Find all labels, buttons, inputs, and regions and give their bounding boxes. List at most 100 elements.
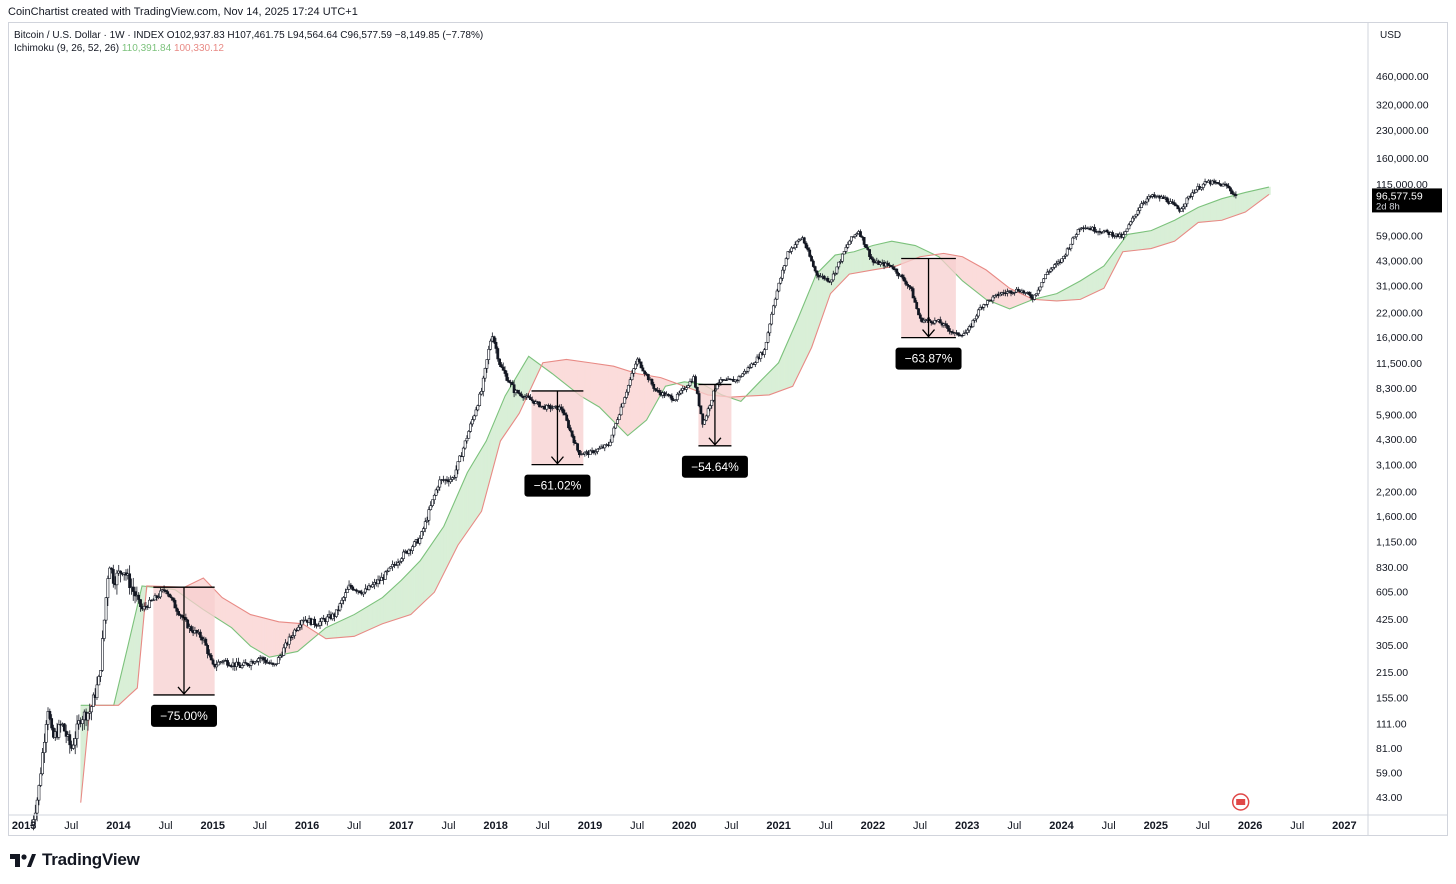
candle-body xyxy=(565,414,569,421)
candle-body xyxy=(530,399,534,402)
candle-body xyxy=(1105,229,1109,233)
candle-body xyxy=(976,309,980,317)
candle-body xyxy=(320,618,324,622)
candle-body xyxy=(973,318,977,321)
candle-body xyxy=(900,274,904,278)
candle-body xyxy=(206,645,210,654)
candle-body xyxy=(363,588,367,593)
candle-body xyxy=(779,277,783,284)
candle-body xyxy=(815,270,819,276)
brand-name: TradingView xyxy=(42,850,140,869)
candle-body xyxy=(289,636,293,639)
candle-body xyxy=(68,734,72,746)
candle-body xyxy=(576,443,579,451)
candle-body xyxy=(657,390,661,393)
candle-body xyxy=(911,288,915,299)
candle-body xyxy=(1183,203,1187,208)
candle-body xyxy=(922,319,926,323)
candle-body xyxy=(1131,217,1134,223)
price-tick-label: 8,300.00 xyxy=(1376,383,1417,395)
ichimoku-legend[interactable]: Ichimoku (9, 26, 52, 26) 110,391.84 100,… xyxy=(14,43,224,54)
candle-body xyxy=(529,397,532,400)
candle-body xyxy=(275,663,278,665)
candle-body xyxy=(597,447,601,450)
time-tick-label: 2017 xyxy=(389,820,413,832)
candle-body xyxy=(175,607,179,612)
candle-body xyxy=(864,244,868,248)
drawdown-label: −61.02% xyxy=(534,479,582,493)
candle-body xyxy=(548,405,552,409)
currency-label[interactable]: USD xyxy=(1380,30,1402,41)
candle-body xyxy=(670,395,674,401)
candle-body xyxy=(411,546,414,551)
candle-body xyxy=(679,390,683,394)
candle-body xyxy=(813,266,817,272)
candle-body xyxy=(1171,201,1174,203)
candle-body xyxy=(777,282,781,292)
candle-body xyxy=(1145,198,1149,203)
candle-body xyxy=(1065,248,1069,256)
candle-body xyxy=(209,654,213,661)
candle-body xyxy=(298,624,302,628)
candle-body xyxy=(1038,286,1042,291)
candle-body xyxy=(862,237,866,245)
candle-body xyxy=(91,694,95,707)
candle-body xyxy=(184,617,188,621)
candle-body xyxy=(654,388,657,391)
candle-body xyxy=(454,469,458,478)
candle-body xyxy=(550,407,554,410)
candle-body xyxy=(39,773,43,786)
candle-body xyxy=(101,638,104,671)
candle-body xyxy=(344,592,347,598)
candle-body xyxy=(383,571,387,580)
candle-body xyxy=(478,393,482,406)
candle-body xyxy=(131,586,135,592)
candle-body xyxy=(904,280,908,285)
time-tick-label: 2014 xyxy=(106,820,131,832)
candle-body xyxy=(1013,291,1017,294)
drawdown-label-box xyxy=(681,455,748,478)
candle-body xyxy=(583,451,587,455)
time-tick-label: Jul xyxy=(253,820,267,832)
candle-body xyxy=(498,358,501,365)
price-tick-label: 215.00 xyxy=(1376,667,1408,679)
candle-body xyxy=(1073,236,1076,239)
candle-body xyxy=(186,619,190,629)
candle-body xyxy=(474,409,478,417)
candle-body xyxy=(795,240,799,245)
candle-body xyxy=(788,251,792,253)
candle-body xyxy=(743,370,746,375)
candle-body xyxy=(64,730,68,737)
candle-body xyxy=(1212,180,1216,183)
candle-body xyxy=(237,661,240,666)
candle-body xyxy=(772,305,775,315)
candle-body xyxy=(741,373,745,377)
candle-body xyxy=(287,636,291,645)
candle-body xyxy=(1049,268,1053,272)
candle-body xyxy=(891,266,895,270)
candle-body xyxy=(1140,203,1143,208)
candle-body xyxy=(1054,263,1058,265)
candle-body xyxy=(505,373,509,381)
candle-body xyxy=(148,599,151,608)
candle-body xyxy=(869,256,873,260)
candle-body xyxy=(278,655,282,658)
candle-body xyxy=(1200,187,1203,190)
drawdown-arrow-head xyxy=(922,329,936,338)
candle-body xyxy=(755,356,759,363)
candle-body xyxy=(293,629,297,636)
tradingview-brand[interactable]: TradingView xyxy=(10,850,140,870)
candle-body xyxy=(1134,213,1138,217)
symbol-legend[interactable]: Bitcoin / U.S. Dollar · 1W · INDEX O102,… xyxy=(14,30,484,41)
candle-body xyxy=(342,597,346,601)
candle-body xyxy=(842,251,846,255)
time-tick-label: 2015 xyxy=(201,820,225,832)
candle-body xyxy=(786,251,790,259)
price-tick-label: 4,300.00 xyxy=(1376,434,1417,446)
candle-body xyxy=(166,591,170,595)
candle-body xyxy=(354,589,358,592)
candle-body xyxy=(960,334,964,337)
candle-body xyxy=(781,269,784,279)
drawdown-label-box xyxy=(524,474,591,497)
